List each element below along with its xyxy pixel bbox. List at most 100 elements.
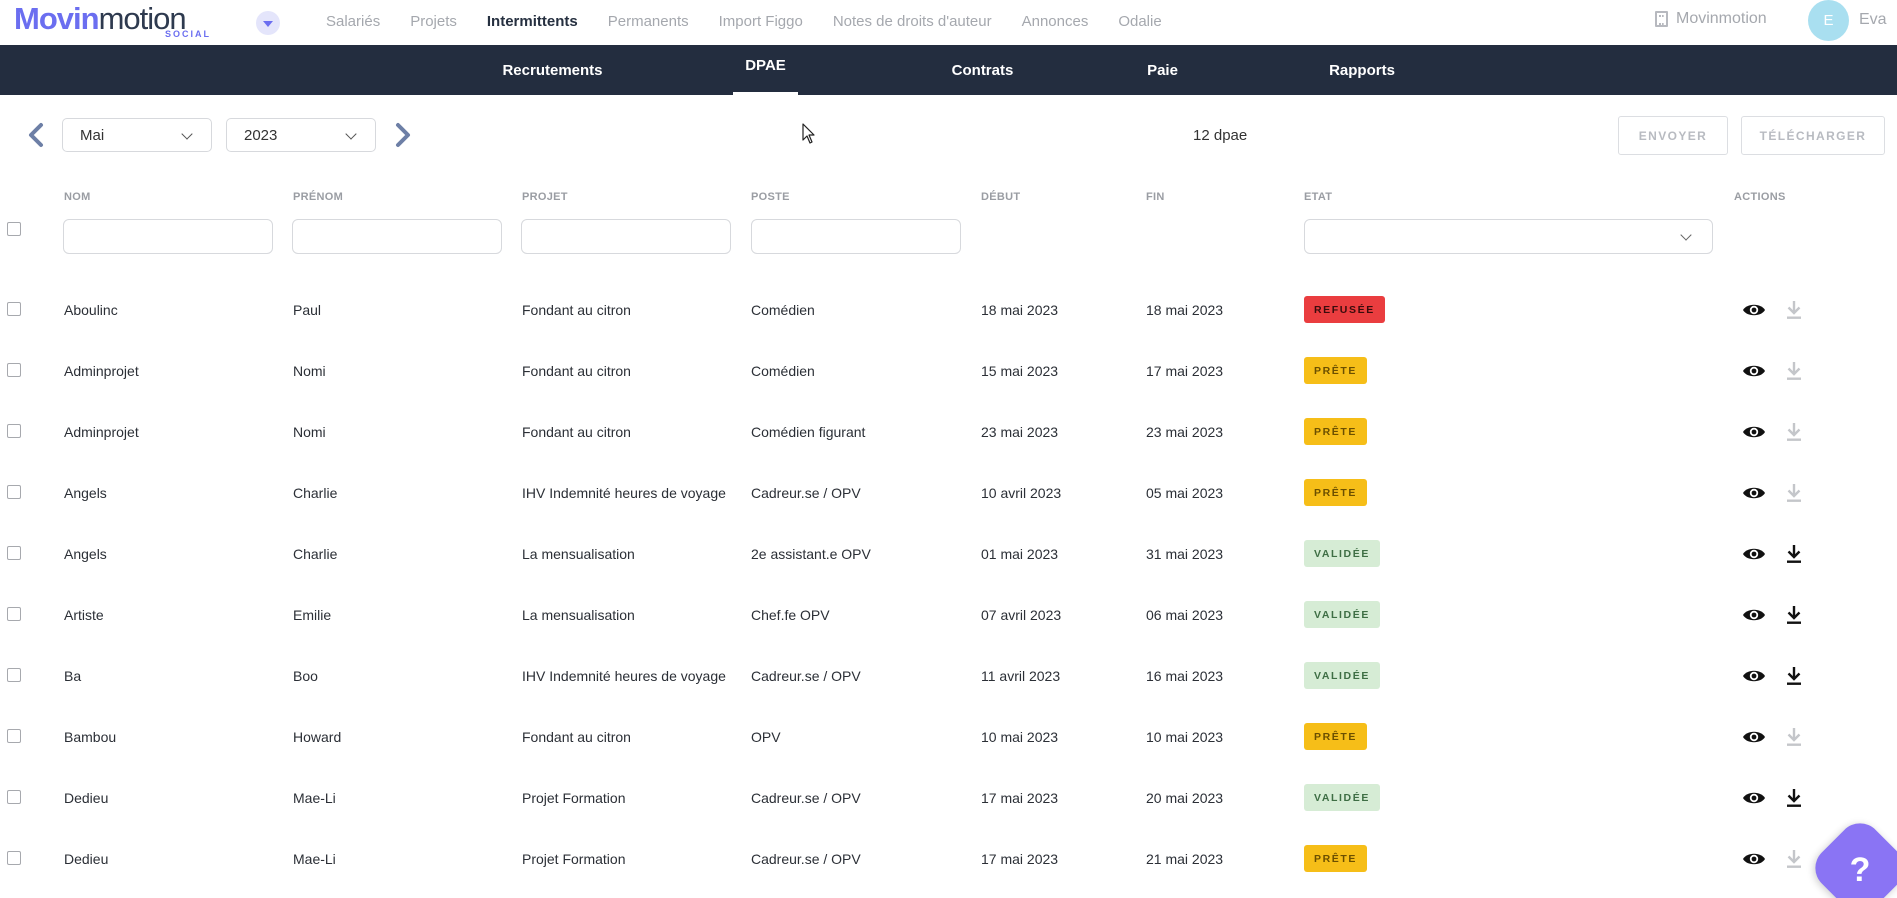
cell-etat: VALIDÉE [1304,767,1380,828]
cell-etat: VALIDÉE [1304,523,1380,584]
status-badge: PRÊTE [1304,845,1368,872]
column-header: POSTE [751,191,790,203]
column-header: PRÉNOM [293,191,344,203]
download-icon [1786,340,1802,401]
nav-link-odalie[interactable]: Odalie [1118,12,1162,30]
cell-fin: 18 mai 2023 [1146,301,1224,318]
year-select[interactable]: 2023 [226,118,376,152]
filter-projet-input[interactable] [521,219,731,254]
eye-icon[interactable] [1742,645,1766,706]
cell-prenom: Boo [293,667,318,684]
cell-nom: Angels [64,545,107,562]
eye-icon[interactable] [1742,462,1766,523]
cell-etat: PRÊTE [1304,828,1368,889]
row-checkbox[interactable] [7,607,21,621]
download-icon [1786,706,1802,767]
table-row: Adminprojet Nomi Fondant au citron Comédien… [0,340,1897,401]
chevron-right-icon[interactable] [392,122,414,148]
download-icon [1786,401,1802,462]
cell-nom: Bambou [64,728,117,745]
table-row: Angels Charlie La mensualisation 2e assista… [0,523,1897,584]
cell-prenom: Nomi [293,423,326,440]
nav-link-salaries[interactable]: Salariés [326,12,381,30]
table-row: Angels Charlie IHV Indemnité heures de voy… [0,462,1897,523]
help-button[interactable]: ? [1849,850,1871,889]
main-nav-links: Salariés Projets Intermittents Permanents Im… [326,0,1192,42]
dpae-count: 12 dpae [1193,127,1248,144]
cell-debut: 01 mai 2023 [981,545,1059,562]
column-header: NOM [64,191,91,203]
download-icon [1786,828,1802,889]
tab-dpae[interactable]: DPAE [733,45,798,95]
cell-nom: Angels [64,484,107,501]
filter-etat-select[interactable] [1304,219,1713,254]
nav-link-permanents[interactable]: Permanents [607,12,689,30]
eye-icon[interactable] [1742,706,1766,767]
cell-etat: REFUSÉE [1304,279,1385,340]
cell-projet: IHV Indemnité heures de voyage [522,667,726,684]
cell-fin: 16 mai 2023 [1146,667,1224,684]
eye-icon[interactable] [1742,340,1766,401]
cell-fin: 31 mai 2023 [1146,545,1224,562]
filter-nom-input[interactable] [63,219,273,254]
tab-contrats[interactable]: Contrats [951,61,1014,79]
row-checkbox[interactable] [7,729,21,743]
cell-prenom: Paul [293,301,322,318]
download-icon[interactable] [1786,584,1802,645]
row-checkbox[interactable] [7,363,21,377]
nav-link-import-figgo[interactable]: Import Figgo [718,12,803,30]
organization-switcher[interactable]: Movinmotion [1655,10,1767,28]
row-checkbox[interactable] [7,546,21,560]
filter-poste-input[interactable] [751,219,961,254]
chevron-down-icon [345,128,357,140]
nav-link-projets[interactable]: Projets [410,12,457,30]
row-checkbox[interactable] [7,851,21,865]
table-row: Bambou Howard Fondant au citron OPV 10 mai 2… [0,706,1897,767]
cell-debut: 23 mai 2023 [981,423,1059,440]
row-checkbox[interactable] [7,668,21,682]
movinmotion-logo[interactable]: Movinmotion SOCIAL [14,2,219,40]
download-all-button[interactable]: TÉLÉCHARGER [1741,116,1885,155]
eye-icon[interactable] [1742,828,1766,889]
cell-prenom: Emilie [293,606,332,623]
eye-icon[interactable] [1742,767,1766,828]
row-checkbox[interactable] [7,302,21,316]
select-all-checkbox[interactable] [7,222,21,236]
row-checkbox[interactable] [7,790,21,804]
chevron-left-icon[interactable] [25,122,47,148]
app-switcher-button[interactable] [256,11,280,35]
cell-etat: PRÊTE [1304,706,1368,767]
eye-icon[interactable] [1742,584,1766,645]
table-row: Aboulinc Paul Fondant au citron Comédien 18 … [0,279,1897,340]
cell-projet: Projet Formation [522,789,626,806]
download-icon[interactable] [1786,523,1802,584]
filter-prenom-input[interactable] [292,219,502,254]
cell-projet: Fondant au citron [522,423,631,440]
column-header: ACTIONS [1734,191,1786,203]
eye-icon[interactable] [1742,523,1766,584]
cell-poste: 2e assistant.e OPV [751,545,871,562]
cell-etat: PRÊTE [1304,462,1368,523]
tab-rapports[interactable]: Rapports [1329,61,1395,79]
nav-link-notes-de-droits-d-auteur[interactable]: Notes de droits d'auteur [832,12,992,30]
user-menu[interactable]: E Eva [1808,0,1887,41]
send-button[interactable]: ENVOYER [1618,116,1728,155]
cell-projet: La mensualisation [522,606,635,623]
eye-icon[interactable] [1742,401,1766,462]
download-icon[interactable] [1786,645,1802,706]
download-icon[interactable] [1786,767,1802,828]
tab-recrutements[interactable]: Recrutements [502,61,603,79]
nav-link-annonces[interactable]: Annonces [1021,12,1089,30]
cell-debut: 15 mai 2023 [981,362,1059,379]
cell-projet: Fondant au citron [522,728,631,745]
eye-icon[interactable] [1742,279,1766,340]
row-checkbox[interactable] [7,424,21,438]
column-header: FIN [1146,191,1165,203]
month-select[interactable]: Mai [62,118,212,152]
nav-link-intermittents[interactable]: Intermittents [486,12,578,30]
cell-prenom: Mae-Li [293,789,336,806]
tab-paie[interactable]: Paie [1147,61,1178,79]
avatar: E [1808,0,1849,41]
row-checkbox[interactable] [7,485,21,499]
cell-etat: VALIDÉE [1304,584,1380,645]
